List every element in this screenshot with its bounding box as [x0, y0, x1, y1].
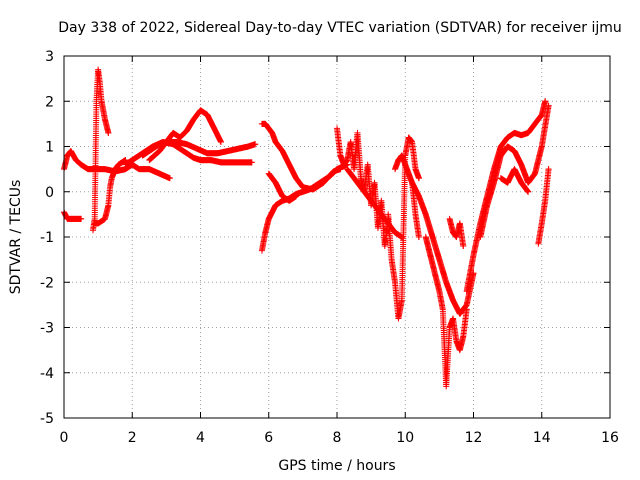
- y-tick-label: 2: [45, 94, 54, 110]
- grid-layer: [64, 56, 610, 418]
- y-tick-label: -2: [40, 275, 54, 291]
- y-tick-label: -5: [40, 411, 54, 427]
- x-tick-label: 0: [60, 430, 69, 446]
- series-seg-u: [497, 166, 532, 195]
- series-seg-i: [258, 120, 344, 193]
- data-point: [545, 102, 552, 109]
- x-tick-label: 6: [264, 430, 273, 446]
- series-seg-o: [392, 152, 422, 240]
- data-point: [463, 306, 470, 313]
- data-point: [105, 129, 112, 136]
- series-seg-r: [446, 215, 467, 250]
- series-seg-m: [344, 166, 405, 240]
- series-seg-v: [535, 166, 552, 247]
- data-point: [460, 243, 467, 250]
- x-axis-label: GPS time / hours: [278, 458, 395, 474]
- x-tick-label: 2: [128, 430, 137, 446]
- data-point: [166, 175, 173, 182]
- series-seg-a: [61, 148, 98, 173]
- y-tick-label: -4: [40, 366, 54, 382]
- series-seg-c: [90, 66, 112, 234]
- data-point: [542, 98, 549, 105]
- series-seg-s: [463, 98, 549, 295]
- x-tick-label: 10: [396, 430, 414, 446]
- x-tick-label: 16: [601, 430, 619, 446]
- data-point: [252, 141, 259, 148]
- data-point: [248, 159, 255, 166]
- series-seg-e: [91, 161, 173, 182]
- y-axis-label: SDTVAR / TECUs: [8, 180, 24, 295]
- series-seg-d: [91, 157, 129, 227]
- series-seg-h: [146, 107, 224, 164]
- series-seg-t: [477, 102, 552, 240]
- y-tick-label: 1: [45, 140, 54, 156]
- x-tick-label: 4: [196, 430, 205, 446]
- data-point: [293, 193, 300, 200]
- series-seg-b: [61, 209, 85, 222]
- x-tick-label: 14: [533, 430, 551, 446]
- y-tick-label: 0: [45, 185, 54, 201]
- x-tick-label: 8: [333, 430, 342, 446]
- series-seg-k: [265, 170, 300, 204]
- x-tick-label: 12: [465, 430, 483, 446]
- chart-title: Day 338 of 2022, Sidereal Day-to-day VTE…: [58, 20, 622, 36]
- data-point: [415, 234, 422, 240]
- y-tick-label: 3: [45, 49, 54, 65]
- data-point: [415, 175, 422, 182]
- y-tick-label: -3: [40, 321, 54, 337]
- data-point: [545, 166, 552, 173]
- series-seg-q: [422, 234, 470, 390]
- data-point: [217, 138, 224, 145]
- data-point: [525, 188, 532, 195]
- data-points: [61, 66, 552, 390]
- y-tick-label: -1: [40, 230, 54, 246]
- data-point: [78, 215, 85, 222]
- plot-frame: [63, 55, 611, 419]
